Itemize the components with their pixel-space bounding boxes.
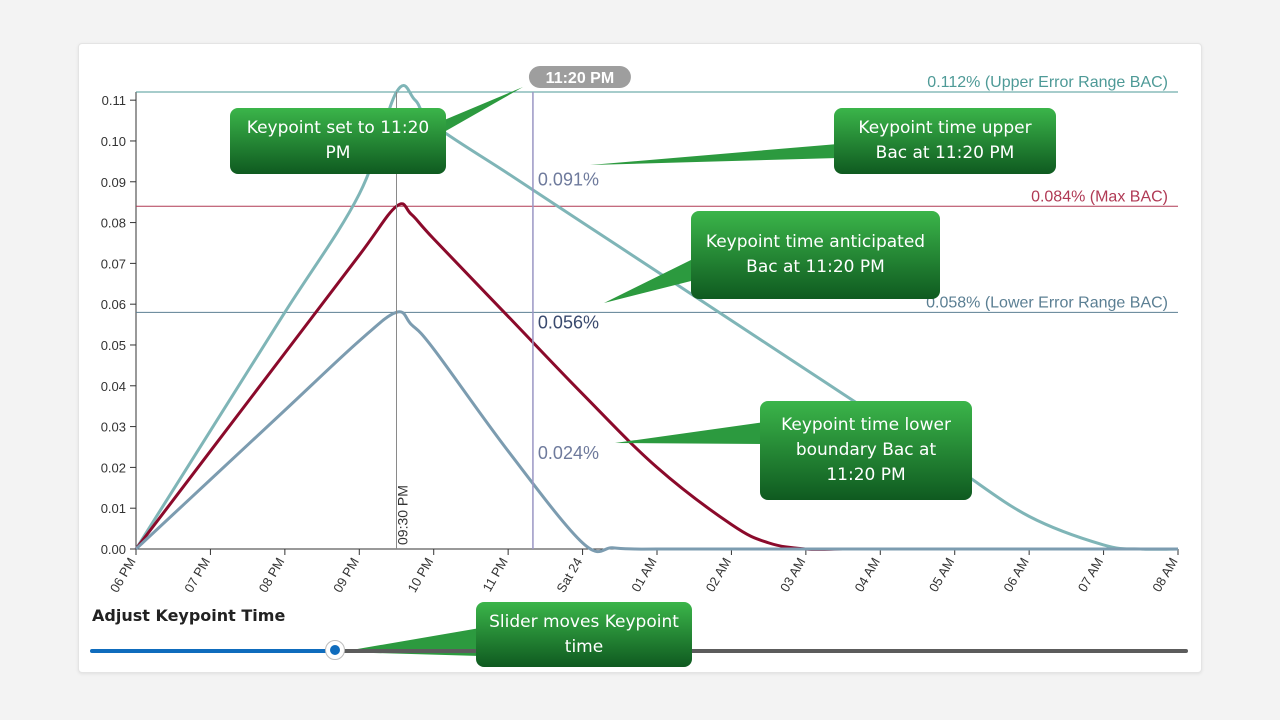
x-tick-label-9: 03 AM: [777, 555, 808, 594]
slider-thumb[interactable]: [325, 640, 345, 660]
keypoint-time-badge: [528, 66, 631, 88]
x-tick-label-7: 01 AM: [628, 555, 659, 594]
x-tick-label-5: 11 PM: [479, 555, 510, 594]
y-tick-label-0.01: 0.01: [101, 501, 126, 516]
callout-pointer-1: [590, 144, 838, 165]
y-tick-label-0.04: 0.04: [101, 379, 126, 394]
callout-keypoint-lower: Keypoint time lower boundary Bac at 11:2…: [760, 401, 972, 500]
x-tick-label-4: 10 PM: [405, 555, 437, 595]
x-tick-label-2: 08 PM: [256, 555, 288, 595]
x-tick-label-6: Sat 24: [553, 555, 585, 595]
x-tick-label-11: 05 AM: [926, 555, 957, 594]
x-tick-label-8: 02 AM: [703, 555, 734, 594]
series-line-2: [134, 310, 1178, 554]
x-tick-label-14: 08 AM: [1149, 555, 1180, 594]
x-tick-label-13: 07 AM: [1075, 555, 1106, 594]
x-tick-label-1: 07 PM: [181, 555, 213, 595]
slider-thumb-dot: [330, 645, 340, 655]
x-tick-label-12: 06 AM: [1000, 555, 1031, 594]
y-tick-label-0.05: 0.05: [101, 338, 126, 353]
series-layer: [134, 84, 1179, 554]
y-tick-label-0.09: 0.09: [101, 175, 126, 190]
series-line-0: [134, 84, 1179, 551]
callout-pointer-3: [615, 422, 765, 444]
keypoint-value-0: 0.091%: [538, 170, 599, 190]
callout-pointer-0: [430, 87, 523, 140]
callout-pointer-2: [604, 258, 695, 303]
y-tick-label-0.06: 0.06: [101, 297, 126, 312]
series-line-1: [134, 202, 1178, 551]
y-tick-label-0.07: 0.07: [101, 256, 126, 271]
slider-track-filled[interactable]: [90, 649, 336, 653]
callout-keypoint-set: Keypoint set to 11:20 PM: [230, 108, 446, 174]
slider-track[interactable]: [336, 649, 1188, 653]
callout-keypoint-anticipated: Keypoint time anticipated Bac at 11:20 P…: [691, 211, 940, 299]
reference-label-0: 0.112% (Upper Error Range BAC): [927, 74, 1168, 91]
y-tick-label-0.02: 0.02: [101, 460, 126, 475]
y-tick-label-0.11: 0.11: [102, 93, 126, 108]
y-tick-label-0.08: 0.08: [101, 216, 126, 231]
keypoint-value-1: 0.056%: [538, 313, 599, 333]
x-tick-label-3: 09 PM: [330, 555, 362, 595]
keypoint-time-label: 11:20 PM: [546, 70, 614, 87]
callout-keypoint-upper: Keypoint time upper Bac at 11:20 PM: [834, 108, 1056, 174]
y-tick-label-0.10: 0.10: [101, 134, 126, 149]
slider-label: Adjust Keypoint Time: [92, 606, 286, 625]
callout-slider-moves: Slider moves Keypoint time: [476, 602, 692, 667]
peak-marker-label: 09:30 PM: [395, 485, 411, 545]
reference-label-1: 0.084% (Max BAC): [1031, 188, 1168, 205]
y-tick-label-0.00: 0.00: [101, 542, 126, 557]
x-tick-label-0: 06 PM: [107, 555, 139, 595]
x-tick-label-10: 04 AM: [851, 555, 882, 594]
reference-lines: 0.112% (Upper Error Range BAC) 0.084% (Ma…: [136, 74, 1178, 313]
keypoint-value-2: 0.024%: [538, 443, 599, 463]
y-tick-label-0.03: 0.03: [101, 420, 126, 435]
reference-label-2: 0.058% (Lower Error Range BAC): [926, 294, 1168, 311]
